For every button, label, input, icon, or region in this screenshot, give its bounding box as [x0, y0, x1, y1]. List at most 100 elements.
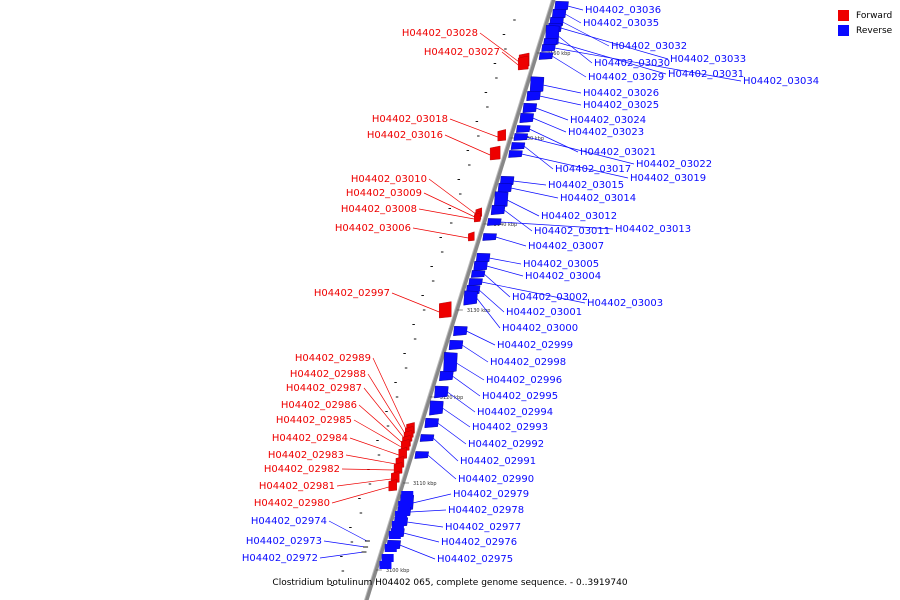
reverse-gene-label[interactable]: H04402_02978 — [448, 505, 524, 516]
forward-gene-label[interactable]: H04402_03010 — [351, 174, 427, 185]
reverse-gene-feature[interactable] — [463, 290, 478, 306]
reverse-gene-label[interactable]: H04402_03035 — [583, 18, 659, 29]
reverse-gene-label[interactable]: H04402_03017 — [555, 164, 631, 175]
forward-gene-label[interactable]: H04402_03027 — [424, 47, 500, 58]
reverse-gene-feature[interactable] — [490, 204, 506, 216]
reverse-gene-feature[interactable] — [434, 385, 449, 399]
reverse-gene-feature[interactable] — [424, 417, 439, 429]
reverse-gene-feature[interactable] — [519, 112, 534, 124]
reverse-gene-label[interactable]: H04402_03030 — [594, 58, 670, 69]
forward-gene-label[interactable]: H04402_03018 — [372, 114, 448, 125]
forward-gene-label[interactable]: H04402_02983 — [268, 450, 344, 461]
reverse-gene-label[interactable]: H04402_03005 — [523, 259, 599, 270]
forward-gene-feature[interactable] — [388, 479, 397, 492]
forward-gene-label[interactable]: H04402_02980 — [254, 498, 330, 509]
reverse-gene-feature[interactable] — [475, 252, 491, 264]
reverse-gene-label[interactable]: H04402_03000 — [502, 323, 578, 334]
reverse-gene-label[interactable]: H04402_03029 — [588, 72, 664, 83]
reverse-gene-feature[interactable] — [513, 133, 529, 141]
reverse-gene-feature[interactable] — [522, 102, 538, 114]
reverse-gene-feature[interactable] — [487, 218, 502, 226]
forward-gene-label[interactable]: H04402_02987 — [286, 383, 362, 394]
reverse-gene-label[interactable]: H04402_03021 — [580, 147, 656, 158]
forward-gene-label[interactable]: H04402_03016 — [367, 130, 443, 141]
forward-gene-label[interactable]: H04402_02988 — [290, 369, 366, 380]
reverse-gene-feature[interactable] — [554, 0, 569, 12]
reverse-gene-label[interactable]: H04402_02992 — [468, 439, 544, 450]
forward-gene-label[interactable]: H04402_02986 — [281, 400, 357, 411]
reverse-gene-label[interactable]: H04402_03034 — [743, 76, 819, 87]
reverse-gene-label[interactable]: H04402_02998 — [490, 357, 566, 368]
reverse-gene-label[interactable]: H04402_02990 — [458, 474, 534, 485]
reverse-gene-label[interactable]: H04402_02996 — [486, 375, 562, 386]
reverse-gene-feature[interactable] — [473, 260, 488, 272]
forward-gene-label[interactable]: H04402_03006 — [335, 223, 411, 234]
reverse-gene-label[interactable]: H04402_03013 — [615, 224, 691, 235]
reverse-gene-label[interactable]: H04402_02974 — [251, 516, 327, 527]
reverse-gene-label[interactable]: H04402_03002 — [512, 292, 588, 303]
reverse-gene-label[interactable]: H04402_02993 — [472, 422, 548, 433]
reverse-gene-label[interactable]: H04402_03001 — [506, 307, 582, 318]
forward-gene-feature[interactable] — [393, 462, 403, 475]
reverse-gene-label[interactable]: H04402_03019 — [630, 173, 706, 184]
reverse-gene-label[interactable]: H04402_03015 — [548, 180, 624, 191]
reverse-gene-feature[interactable] — [470, 270, 486, 278]
reverse-gene-feature[interactable] — [541, 44, 556, 52]
forward-gene-label[interactable]: H04402_03009 — [346, 188, 422, 199]
reverse-gene-label[interactable]: H04402_03025 — [583, 100, 659, 111]
forward-gene-label[interactable]: H04402_03028 — [402, 28, 478, 39]
reverse-gene-feature[interactable] — [419, 434, 435, 442]
reverse-gene-label[interactable]: H04402_03033 — [670, 54, 746, 65]
forward-gene-label[interactable]: H04402_02982 — [264, 464, 340, 475]
reverse-gene-label[interactable]: H04402_02972 — [242, 553, 318, 564]
reverse-gene-label[interactable]: H04402_02977 — [445, 522, 521, 533]
reverse-gene-label[interactable]: H04402_03024 — [570, 115, 646, 126]
reverse-gene-feature[interactable] — [551, 8, 567, 20]
reverse-gene-label[interactable]: H04402_02979 — [453, 489, 529, 500]
reverse-gene-label[interactable]: H04402_03003 — [587, 298, 663, 309]
reverse-gene-feature[interactable] — [453, 325, 468, 337]
forward-gene-label[interactable]: H04402_02989 — [295, 353, 371, 364]
reverse-gene-feature[interactable] — [538, 52, 554, 60]
reverse-gene-label[interactable]: H04402_03036 — [585, 5, 661, 16]
reverse-gene-label[interactable]: H04402_03007 — [528, 241, 604, 252]
reverse-gene-feature[interactable] — [443, 351, 458, 375]
reverse-gene-feature[interactable] — [448, 339, 464, 351]
reverse-gene-feature[interactable] — [508, 150, 523, 158]
forward-gene-feature[interactable] — [489, 145, 501, 161]
forward-gene-feature[interactable] — [474, 212, 481, 223]
reverse-gene-label[interactable]: H04402_02975 — [437, 554, 513, 565]
reverse-gene-label[interactable]: H04402_02976 — [441, 537, 517, 548]
reverse-gene-label[interactable]: H04402_03004 — [525, 271, 601, 282]
reverse-gene-feature[interactable] — [468, 278, 483, 286]
reverse-gene-label[interactable]: H04402_02995 — [482, 391, 558, 402]
forward-gene-feature[interactable] — [398, 447, 407, 460]
reverse-gene-label[interactable]: H04402_03014 — [560, 193, 636, 204]
reverse-gene-feature[interactable] — [439, 370, 454, 382]
reverse-gene-feature[interactable] — [493, 191, 509, 209]
reverse-gene-feature[interactable] — [429, 400, 444, 416]
reverse-gene-feature[interactable] — [497, 182, 513, 194]
forward-gene-label[interactable]: H04402_02997 — [314, 288, 390, 299]
forward-gene-feature[interactable] — [468, 231, 475, 242]
reverse-gene-label[interactable]: H04402_02973 — [246, 536, 322, 547]
forward-gene-feature[interactable] — [517, 55, 529, 71]
forward-gene-feature[interactable] — [439, 301, 452, 319]
forward-gene-label[interactable]: H04402_03008 — [341, 204, 417, 215]
reverse-gene-feature[interactable] — [516, 125, 531, 133]
reverse-gene-label[interactable]: H04402_02994 — [477, 407, 553, 418]
reverse-gene-feature[interactable] — [526, 90, 541, 102]
reverse-gene-feature[interactable] — [482, 233, 497, 241]
reverse-gene-feature[interactable] — [529, 76, 545, 94]
forward-gene-label[interactable]: H04402_02981 — [259, 481, 335, 492]
reverse-gene-label[interactable]: H04402_03026 — [583, 88, 659, 99]
forward-gene-label[interactable]: H04402_02985 — [276, 415, 352, 426]
forward-gene-feature[interactable] — [497, 129, 506, 142]
forward-gene-label[interactable]: H04402_02984 — [272, 433, 348, 444]
reverse-gene-label[interactable]: H04402_03012 — [541, 211, 617, 222]
reverse-gene-feature[interactable] — [414, 451, 429, 459]
reverse-gene-label[interactable]: H04402_03011 — [534, 226, 610, 237]
reverse-gene-feature[interactable] — [510, 142, 526, 150]
reverse-gene-label[interactable]: H04402_02991 — [460, 456, 536, 467]
reverse-gene-label[interactable]: H04402_03022 — [636, 159, 712, 170]
